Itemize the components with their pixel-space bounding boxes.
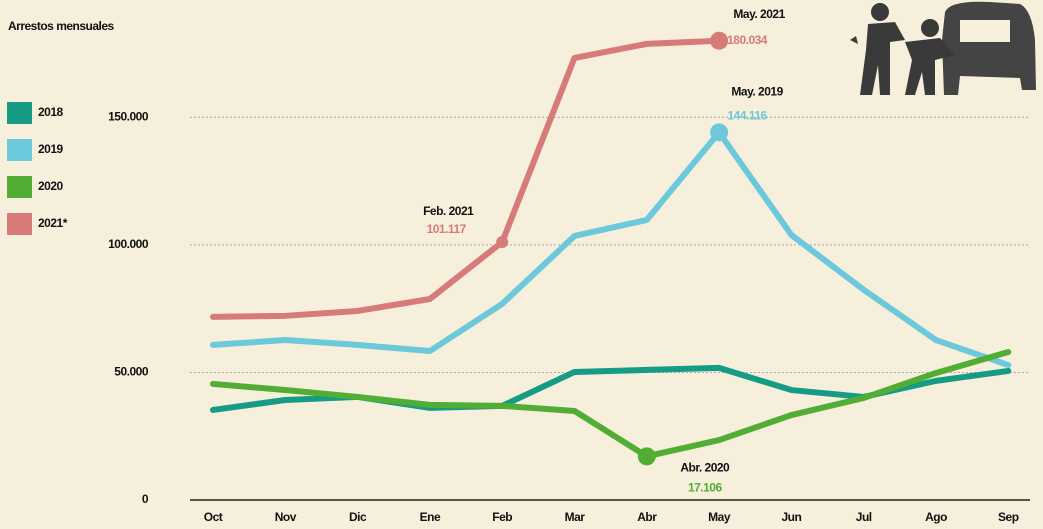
x-tick-label: May [708, 510, 731, 524]
y-tick-label: 100.000 [108, 237, 149, 251]
x-tick-label: Sep [998, 510, 1019, 524]
callout-title: Abr. 2020 [680, 461, 730, 475]
x-tick-label: Dic [349, 510, 367, 524]
callout-title: May. 2021 [733, 7, 785, 21]
x-tick-label: Mar [565, 510, 586, 524]
highlight-marker [710, 32, 728, 50]
legend-swatch [7, 213, 32, 235]
legend-label: 2020 [38, 179, 64, 193]
x-tick-label: Feb [492, 510, 512, 524]
callout-title: May. 2019 [731, 85, 783, 99]
legend-label: 2019 [38, 142, 64, 156]
x-tick-label: Oct [204, 510, 223, 524]
y-tick-label: 150.000 [108, 110, 149, 124]
x-tick-label: Ene [420, 510, 441, 524]
legend-swatch [7, 139, 32, 161]
x-tick-label: Nov [275, 510, 297, 524]
legend-label: 2021* [38, 216, 68, 230]
legend-swatch [7, 176, 32, 198]
x-tick-label: Jul [856, 510, 872, 524]
value-label: 17.106 [688, 481, 723, 495]
legend-swatch [7, 102, 32, 124]
value-label: 144.116 [727, 109, 767, 123]
chart-title: Arrestos mensuales [8, 19, 115, 33]
x-tick-label: Abr [637, 510, 657, 524]
y-tick-label: 0 [142, 492, 149, 506]
legend-label: 2018 [38, 105, 64, 119]
value-label: 101.117 [427, 222, 467, 236]
highlight-marker [496, 236, 508, 248]
y-tick-label: 50.000 [114, 365, 149, 379]
value-label: 180.034 [727, 33, 768, 47]
x-tick-label: Jun [781, 510, 801, 524]
chart: Arrestos mensuales 0 50.000 100.000 150.000… [0, 0, 1043, 529]
highlight-marker [638, 447, 656, 465]
callout-title: Feb. 2021 [423, 204, 474, 218]
highlight-marker [710, 123, 728, 141]
x-tick-label: Ago [925, 510, 947, 524]
